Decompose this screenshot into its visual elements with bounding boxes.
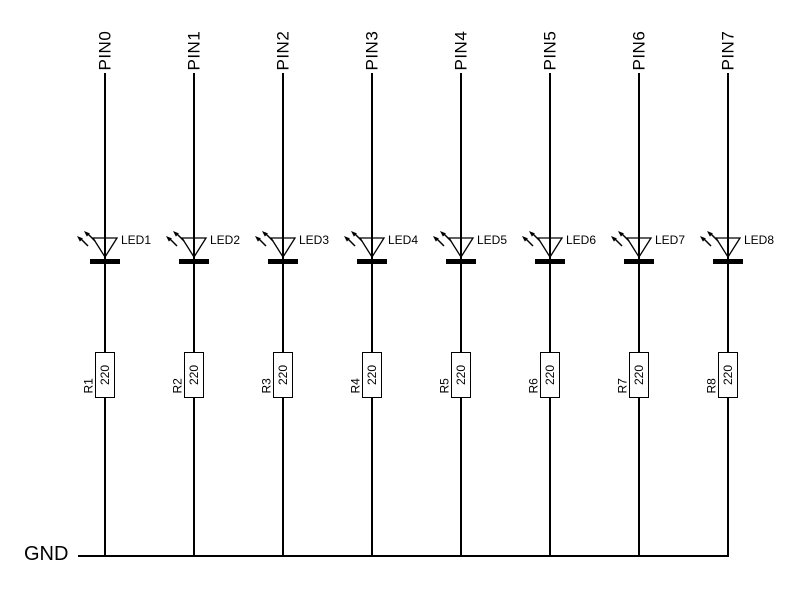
wire-vertical — [727, 73, 729, 556]
led-icon — [77, 231, 120, 264]
pin-label: PIN5 — [540, 30, 560, 71]
led-label: LED1 — [121, 233, 152, 247]
resistor-box: 220 — [273, 352, 293, 398]
led-label: LED8 — [744, 233, 775, 247]
resistor-value: 220 — [365, 364, 379, 386]
led-label: LED4 — [388, 233, 419, 247]
pin-label: PIN4 — [451, 30, 471, 71]
wire-vertical — [193, 73, 195, 556]
wire-vertical — [460, 73, 462, 556]
resistor-box: 220 — [184, 352, 204, 398]
led-icon — [522, 231, 565, 264]
resistor-ref-label: R1 — [81, 378, 96, 394]
pin-label: PIN0 — [95, 30, 115, 71]
resistor-value: 220 — [276, 364, 290, 386]
resistor-box: 220 — [718, 352, 738, 398]
resistor-value: 220 — [187, 364, 201, 386]
resistor-box: 220 — [540, 352, 560, 398]
wire-vertical — [282, 73, 284, 556]
wire-vertical — [638, 73, 640, 556]
resistor-box: 220 — [629, 352, 649, 398]
resistor-ref-label: R7 — [615, 378, 630, 394]
resistor-ref-label: R6 — [526, 378, 541, 394]
resistor-ref-label: R5 — [437, 378, 452, 394]
resistor-ref-label: R3 — [259, 378, 274, 394]
resistor-box: 220 — [95, 352, 115, 398]
led-icon — [611, 231, 654, 264]
pin-label: PIN1 — [184, 30, 204, 71]
led-icon — [700, 231, 743, 264]
pin-label: PIN7 — [718, 30, 738, 71]
pin-label: PIN2 — [273, 30, 293, 71]
resistor-value: 220 — [632, 364, 646, 386]
pin-label: PIN3 — [362, 30, 382, 71]
resistor-value: 220 — [721, 364, 735, 386]
wire-vertical — [549, 73, 551, 556]
gnd-wire-horizontal — [78, 555, 729, 557]
resistor-box: 220 — [451, 352, 471, 398]
led-icon — [433, 231, 476, 264]
resistor-ref-label: R2 — [170, 378, 185, 394]
wire-vertical — [104, 73, 106, 556]
resistor-value: 220 — [543, 364, 557, 386]
led-label: LED7 — [655, 233, 686, 247]
wire-vertical — [371, 73, 373, 556]
led-label: LED3 — [299, 233, 330, 247]
led-icon — [166, 231, 209, 264]
resistor-value: 220 — [454, 364, 468, 386]
led-icon — [344, 231, 387, 264]
led-label: LED5 — [477, 233, 508, 247]
resistor-ref-label: R4 — [348, 378, 363, 394]
led-label: LED2 — [210, 233, 241, 247]
resistor-box: 220 — [362, 352, 382, 398]
gnd-label: GND — [24, 543, 69, 565]
led-icon — [255, 231, 298, 264]
led-label: LED6 — [566, 233, 597, 247]
resistor-ref-label: R8 — [704, 378, 719, 394]
pin-label: PIN6 — [629, 30, 649, 71]
resistor-value: 220 — [98, 364, 112, 386]
